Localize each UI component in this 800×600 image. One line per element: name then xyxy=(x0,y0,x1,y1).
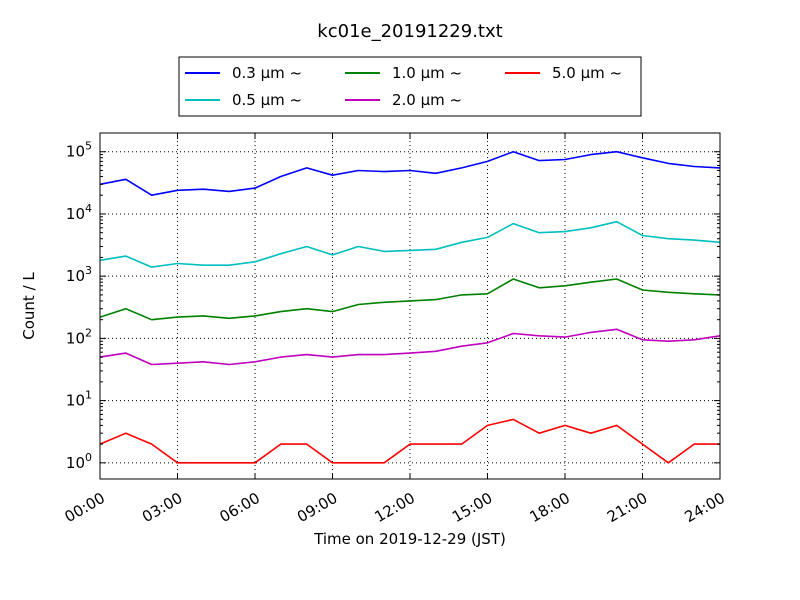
series-line-1 xyxy=(99,220,721,268)
series-line-0 xyxy=(99,150,721,196)
series-line-2 xyxy=(99,278,721,321)
legend-label: 1.0 μm ~ xyxy=(392,64,462,82)
y-axis-label: Count / L xyxy=(20,272,38,340)
legend-label: 0.5 μm ~ xyxy=(232,91,302,109)
y-tick-label: 104 xyxy=(66,202,92,223)
x-axis-label: Time on 2019-12-29 (JST) xyxy=(313,530,506,548)
y-tick-label: 100 xyxy=(66,451,92,472)
legend-label: 0.3 μm ~ xyxy=(232,64,302,82)
legend-label: 2.0 μm ~ xyxy=(392,91,462,109)
legend-label: 5.0 μm ~ xyxy=(552,64,622,82)
chart-title: kc01e_20191229.txt xyxy=(317,21,502,42)
y-tick-label: 101 xyxy=(66,389,92,410)
series-line-4 xyxy=(99,418,720,464)
y-tick-label: 102 xyxy=(66,326,92,347)
y-tick-label: 105 xyxy=(66,140,92,161)
legend-frame xyxy=(178,56,642,117)
series-layer xyxy=(99,150,721,464)
y-tick-label: 103 xyxy=(66,264,92,285)
legend: 0.3 μm ~ 0.5 μm ~ 1.0 μm ~ 2.0 μm ~ 5.0 μm ~ xyxy=(178,56,642,117)
series-line-3 xyxy=(99,328,721,366)
